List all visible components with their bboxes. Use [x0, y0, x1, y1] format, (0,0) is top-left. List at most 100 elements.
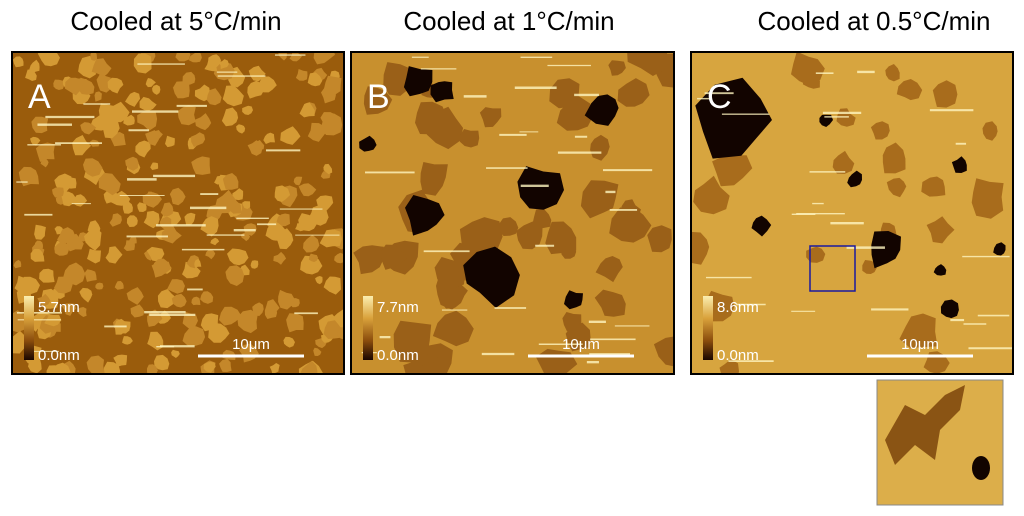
afm-image [12, 52, 344, 374]
texture [308, 253, 319, 262]
texture [363, 86, 393, 115]
texture [151, 261, 172, 278]
texture [182, 326, 206, 347]
texture [426, 106, 464, 150]
texture [113, 354, 128, 367]
texture [862, 260, 877, 274]
texture [194, 113, 212, 131]
texture [191, 156, 211, 175]
texture [54, 242, 69, 256]
texture [135, 140, 151, 158]
texture [463, 246, 520, 308]
texture [125, 156, 139, 171]
scale-bar-label: 10μm [901, 336, 939, 353]
panel-letter: C [707, 78, 732, 116]
texture [37, 52, 60, 67]
texture [72, 135, 92, 156]
texture [627, 52, 668, 76]
texture [870, 121, 890, 140]
texture [208, 322, 230, 343]
texture [430, 81, 454, 103]
texture [242, 201, 251, 209]
texture [319, 229, 342, 248]
texture [313, 347, 322, 356]
texture [264, 305, 278, 319]
texture [951, 156, 967, 173]
texture [932, 80, 958, 108]
texture [971, 178, 1004, 219]
texture [440, 282, 465, 309]
texture [693, 175, 730, 215]
texture [123, 240, 135, 251]
texture [405, 195, 445, 236]
texture [147, 331, 164, 351]
texture [105, 246, 123, 264]
texture [130, 304, 145, 318]
texture [218, 59, 229, 69]
texture [222, 173, 239, 190]
texture [324, 75, 342, 95]
colorbar [24, 296, 34, 360]
texture [80, 122, 97, 135]
texture [289, 52, 302, 62]
texture [516, 221, 543, 250]
texture [30, 248, 45, 262]
texture [420, 162, 448, 196]
texture [102, 116, 120, 139]
texture [145, 78, 156, 88]
texture [982, 121, 998, 141]
texture [84, 227, 102, 251]
texture [617, 78, 650, 107]
texture [12, 56, 24, 68]
texture [35, 142, 55, 162]
texture [283, 336, 295, 348]
texture [334, 252, 344, 264]
zoom-box [809, 245, 856, 292]
texture [608, 60, 626, 76]
texture [203, 361, 216, 373]
texture [86, 355, 105, 374]
texture [316, 195, 334, 212]
texture [403, 66, 433, 97]
colorbar-max: 5.7nm [38, 299, 80, 316]
texture [52, 187, 64, 198]
texture [153, 130, 163, 139]
texture [205, 249, 216, 260]
texture [160, 216, 172, 232]
texture [146, 246, 165, 262]
texture [899, 313, 938, 349]
texture [236, 124, 246, 134]
texture [819, 114, 833, 127]
texture [52, 362, 71, 374]
texture [61, 191, 76, 207]
texture [123, 114, 135, 126]
texture [380, 244, 409, 270]
panel-title: Cooled at 0.5°C/min [758, 6, 991, 36]
texture [143, 210, 160, 229]
texture [237, 309, 258, 334]
texture [219, 358, 232, 372]
texture [300, 360, 318, 374]
texture [313, 207, 329, 226]
texture [34, 224, 46, 240]
texture [206, 88, 222, 106]
texture [653, 336, 674, 367]
texture [94, 91, 102, 102]
texture [126, 215, 138, 227]
texture [210, 237, 220, 246]
texture [111, 190, 131, 206]
texture [695, 77, 772, 159]
texture [882, 142, 906, 174]
texture [276, 213, 290, 227]
texture [125, 91, 141, 107]
colorbar-max: 8.6nm [717, 299, 759, 316]
texture [169, 187, 186, 206]
texture [886, 177, 907, 198]
texture [40, 158, 49, 168]
texture [303, 234, 320, 253]
texture [299, 102, 315, 118]
texture [993, 242, 1006, 256]
texture [885, 64, 900, 82]
